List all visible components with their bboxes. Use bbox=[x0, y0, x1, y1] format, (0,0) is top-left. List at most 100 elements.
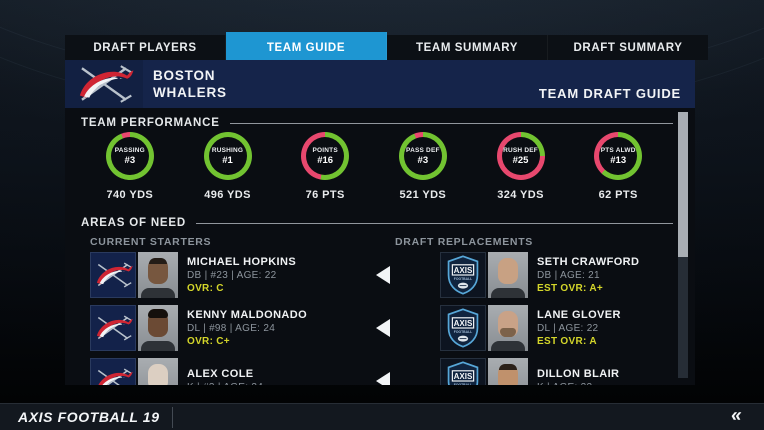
areas-of-need-header: AREAS OF NEED bbox=[81, 217, 673, 229]
ring-label: PTS ALWD bbox=[600, 146, 636, 154]
need-row-dl[interactable]: KENNY MALDONADO DL | #98 | AGE: 24 OVR: … bbox=[90, 304, 675, 352]
axis-football-logo-icon bbox=[440, 252, 486, 298]
ring-gauge: POINTS #16 bbox=[301, 132, 350, 180]
ring-value: 521 YDS bbox=[399, 189, 447, 201]
tab-draft-players[interactable]: DRAFT PLAYERS bbox=[65, 35, 226, 60]
axis-football-logo-icon bbox=[440, 358, 486, 385]
starter-entry[interactable]: MICHAEL HOPKINS DB | #23 | AGE: 22 OVR: … bbox=[90, 251, 360, 299]
ring-rushing: RUSHING #1 496 YDS bbox=[179, 132, 277, 201]
player-portrait bbox=[138, 305, 178, 351]
ring-rank: #3 bbox=[417, 154, 429, 166]
team-logo-box bbox=[65, 60, 143, 108]
player-portrait bbox=[488, 358, 528, 385]
ring-gauge: PTS ALWD #13 bbox=[594, 132, 643, 180]
team-name: BOSTON WHALERS bbox=[153, 67, 227, 101]
ring-rank: #25 bbox=[512, 154, 529, 166]
game-title: AXIS FOOTBALL 19 bbox=[18, 409, 160, 425]
player-details: K | #3 | AGE: 34 bbox=[187, 382, 263, 386]
player-name: MICHAEL HOPKINS bbox=[187, 256, 297, 268]
tab-team-summary[interactable]: TEAM SUMMARY bbox=[387, 35, 548, 60]
left-arrow-icon bbox=[375, 372, 390, 385]
ring-value: 76 PTS bbox=[305, 189, 345, 201]
player-est-overall: EST OVR: A+ bbox=[537, 283, 603, 294]
player-est-overall: EST OVR: A bbox=[537, 336, 597, 347]
player-portrait bbox=[138, 358, 178, 385]
ring-label: PASSING bbox=[114, 146, 145, 154]
ring-points: POINTS #16 76 PTS bbox=[276, 132, 374, 201]
player-portrait bbox=[488, 252, 528, 298]
main-panel: TEAM PERFORMANCE PASSING #3 740 YDS RUSH… bbox=[65, 108, 695, 385]
performance-rings: PASSING #3 740 YDS RUSHING #1 496 YDS bbox=[81, 132, 667, 201]
section-divider bbox=[195, 222, 673, 224]
scrollbar-thumb[interactable] bbox=[678, 112, 688, 257]
player-details: DB | AGE: 21 bbox=[537, 270, 600, 281]
collapse-chevrons-icon[interactable]: « bbox=[730, 405, 744, 426]
tab-team-guide[interactable]: TEAM GUIDE bbox=[226, 32, 387, 60]
team-name-line2: WHALERS bbox=[153, 85, 227, 100]
panel-scrollbar[interactable] bbox=[678, 112, 688, 378]
ring-value: 324 YDS bbox=[497, 189, 544, 201]
ring-rank: #13 bbox=[610, 154, 627, 166]
whalers-logo-icon bbox=[90, 305, 136, 351]
page-title: TEAM DRAFT GUIDE bbox=[538, 86, 681, 101]
player-details: DL | AGE: 22 bbox=[537, 323, 599, 334]
section-title-areas-of-need: AREAS OF NEED bbox=[81, 217, 186, 229]
team-performance-header: TEAM PERFORMANCE bbox=[81, 117, 673, 129]
ring-rank: #3 bbox=[124, 154, 136, 166]
starter-entry[interactable]: KENNY MALDONADO DL | #98 | AGE: 24 OVR: … bbox=[90, 304, 360, 352]
ring-passing: PASSING #3 740 YDS bbox=[81, 132, 179, 201]
whalers-logo-icon bbox=[90, 252, 136, 298]
replacement-entry[interactable]: DILLON BLAIR K | AGE: 22 bbox=[440, 357, 675, 385]
ring-label: POINTS bbox=[312, 146, 338, 154]
ring-pts-allowed: PTS ALWD #13 62 PTS bbox=[569, 132, 667, 201]
ring-pass-def: PASS DEF #3 521 YDS bbox=[374, 132, 472, 201]
team-name-line1: BOSTON bbox=[153, 68, 216, 83]
tab-bar: DRAFT PLAYERS TEAM GUIDE TEAM SUMMARY DR… bbox=[65, 32, 708, 60]
ring-rank: #16 bbox=[317, 154, 334, 166]
ring-value: 496 YDS bbox=[204, 189, 251, 201]
left-arrow-icon bbox=[375, 266, 390, 284]
need-rows: MICHAEL HOPKINS DB | #23 | AGE: 22 OVR: … bbox=[90, 251, 675, 385]
footer-divider bbox=[172, 407, 173, 428]
replacement-entry[interactable]: LANE GLOVER DL | AGE: 22 EST OVR: A bbox=[440, 304, 675, 352]
ring-value: 740 YDS bbox=[106, 189, 154, 201]
ring-value: 62 PTS bbox=[598, 189, 638, 201]
starter-entry[interactable]: ALEX COLE K | #3 | AGE: 34 bbox=[90, 357, 360, 385]
ring-label: RUSHING bbox=[211, 146, 244, 154]
player-overall: OVR: C+ bbox=[187, 336, 230, 347]
whalers-logo-icon bbox=[90, 358, 136, 385]
ring-gauge: PASS DEF #3 bbox=[398, 132, 447, 180]
player-name: DILLON BLAIR bbox=[537, 367, 620, 380]
player-name: ALEX COLE bbox=[187, 367, 254, 380]
player-portrait bbox=[138, 252, 178, 298]
left-arrow-icon bbox=[375, 319, 390, 337]
tab-draft-summary[interactable]: DRAFT SUMMARY bbox=[573, 41, 683, 54]
need-row-db[interactable]: MICHAEL HOPKINS DB | #23 | AGE: 22 OVR: … bbox=[90, 251, 675, 299]
player-details: DL | #98 | AGE: 24 bbox=[187, 323, 276, 334]
player-name: KENNY MALDONADO bbox=[187, 309, 308, 321]
whalers-logo-icon bbox=[71, 63, 137, 105]
axis-football-logo-icon bbox=[440, 305, 486, 351]
player-portrait bbox=[488, 305, 528, 351]
player-name: SETH CRAWFORD bbox=[537, 256, 640, 268]
section-divider bbox=[229, 122, 673, 124]
need-row-k[interactable]: ALEX COLE K | #3 | AGE: 34 DILLON BLAIR bbox=[90, 357, 675, 385]
ring-rank: #1 bbox=[222, 154, 233, 166]
ring-gauge: RUSH DEF #25 bbox=[496, 132, 545, 180]
player-name: LANE GLOVER bbox=[537, 309, 621, 321]
player-details: K | AGE: 22 bbox=[537, 382, 619, 386]
section-title-team-performance: TEAM PERFORMANCE bbox=[81, 117, 220, 129]
column-title-draft-replacements: DRAFT REPLACEMENTS bbox=[395, 236, 534, 248]
replacement-entry[interactable]: SETH CRAWFORD DB | AGE: 21 EST OVR: A+ bbox=[440, 251, 675, 299]
ring-gauge: RUSHING #1 bbox=[203, 132, 252, 180]
ring-gauge: PASSING #3 bbox=[105, 132, 154, 180]
player-details: DB | #23 | AGE: 22 bbox=[187, 270, 277, 281]
player-overall: OVR: C bbox=[187, 283, 224, 294]
column-title-current-starters: CURRENT STARTERS bbox=[90, 236, 212, 248]
team-header: BOSTON WHALERS TEAM DRAFT GUIDE bbox=[65, 60, 695, 108]
ring-label: PASS DEF bbox=[406, 146, 440, 154]
ring-label: RUSH DEF bbox=[503, 146, 538, 154]
footer-bar: AXIS FOOTBALL 19 « bbox=[0, 403, 764, 430]
ring-rush-def: RUSH DEF #25 324 YDS bbox=[472, 132, 570, 201]
